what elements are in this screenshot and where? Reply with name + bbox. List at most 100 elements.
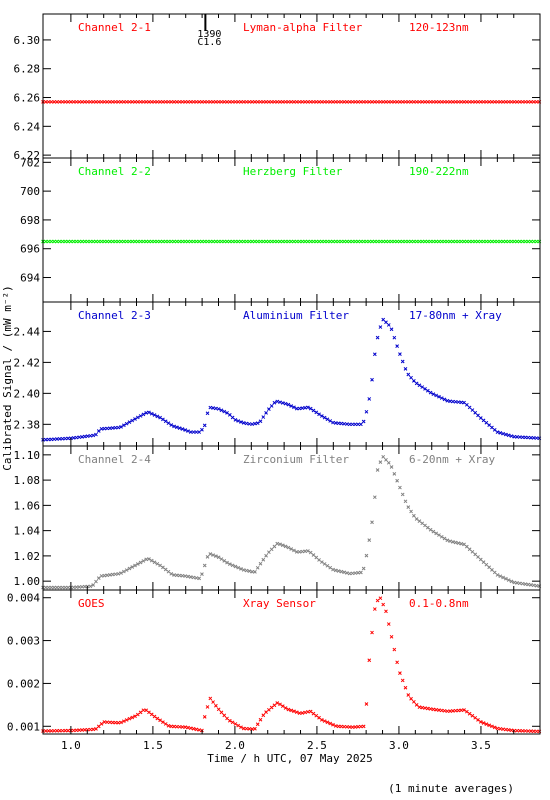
- data-point: [398, 99, 402, 104]
- data-point: [420, 705, 425, 710]
- data-point: [144, 239, 149, 244]
- data-point: [417, 99, 422, 104]
- data-point: [289, 239, 294, 244]
- data-point: [233, 239, 238, 244]
- data-point: [194, 430, 199, 434]
- data-point: [523, 582, 528, 586]
- data-point: [314, 239, 319, 244]
- data-point: [389, 465, 394, 469]
- data-point: [492, 570, 497, 575]
- data-point: [108, 239, 112, 244]
- panel-2-points: [41, 239, 542, 244]
- data-point: [520, 239, 525, 244]
- data-point: [214, 99, 218, 104]
- data-point: [448, 539, 452, 544]
- data-point: [147, 710, 151, 715]
- data-point: [331, 239, 335, 244]
- data-point: [428, 707, 433, 711]
- data-point: [152, 560, 157, 565]
- panel-label-filter: Lyman-alpha Filter: [243, 21, 363, 34]
- data-point: [255, 239, 260, 244]
- data-point: [174, 573, 179, 578]
- data-point: [353, 422, 358, 427]
- data-point: [495, 430, 500, 434]
- y-tick-label: 702: [20, 156, 40, 169]
- data-point: [311, 239, 316, 244]
- data-point: [478, 416, 483, 420]
- data-point: [314, 555, 319, 560]
- data-point: [345, 422, 349, 426]
- panel-frame: [42, 13, 541, 159]
- data-point: [222, 99, 227, 104]
- data-point: [347, 99, 352, 104]
- data-point: [169, 571, 174, 576]
- data-point: [286, 707, 291, 712]
- data-point: [517, 239, 522, 244]
- data-point: [43, 585, 48, 590]
- data-point: [211, 700, 215, 704]
- data-point: [322, 99, 327, 104]
- data-point: [378, 460, 383, 464]
- data-point: [403, 367, 408, 371]
- data-point: [149, 99, 154, 104]
- data-point: [119, 425, 123, 429]
- data-point: [233, 564, 238, 569]
- data-point: [328, 419, 333, 423]
- data-point: [286, 239, 291, 244]
- data-point: [191, 430, 196, 434]
- data-point: [345, 99, 349, 104]
- data-point: [147, 410, 151, 415]
- x-tick-label: 3.5: [471, 739, 491, 752]
- data-point: [297, 406, 302, 411]
- data-point: [91, 727, 96, 732]
- data-point: [174, 239, 179, 244]
- data-point: [158, 99, 162, 104]
- data-point: [239, 239, 243, 244]
- data-point: [122, 423, 126, 428]
- data-point: [253, 99, 257, 104]
- data-point: [423, 706, 427, 710]
- panel-5: 0.001 0.002 0.003 0.004 GOES Xray Sensor 0.1-0…: [7, 589, 542, 735]
- data-point: [286, 545, 291, 550]
- data-point: [225, 99, 229, 104]
- data-point: [258, 419, 263, 424]
- data-point: [236, 99, 241, 104]
- data-point: [124, 99, 129, 104]
- data-point: [347, 422, 352, 427]
- data-point: [490, 239, 494, 244]
- data-point: [470, 239, 475, 244]
- data-point: [378, 99, 383, 104]
- data-point: [345, 239, 349, 244]
- data-point: [453, 239, 458, 244]
- data-point: [208, 99, 213, 104]
- data-point: [88, 239, 93, 244]
- data-point: [77, 99, 82, 104]
- data-point: [174, 99, 179, 104]
- data-point: [398, 485, 402, 490]
- panel-2: 694 696 698 700 702 Channel 2-2 Herzberg Filte…: [20, 156, 542, 303]
- data-point: [267, 707, 271, 712]
- data-point: [361, 724, 366, 729]
- data-point: [308, 709, 313, 714]
- data-point: [509, 99, 514, 104]
- data-point: [211, 99, 215, 104]
- data-point: [347, 571, 352, 576]
- data-point: [105, 426, 109, 431]
- y-tick-label: 6.28: [14, 63, 41, 76]
- data-point: [526, 99, 531, 104]
- data-point: [409, 99, 413, 104]
- data-point: [506, 578, 511, 582]
- data-point: [448, 399, 452, 404]
- data-point: [456, 541, 461, 545]
- data-point: [372, 99, 377, 104]
- data-point: [400, 239, 405, 244]
- data-point: [130, 565, 135, 569]
- data-point: [308, 99, 313, 104]
- data-point: [155, 239, 160, 244]
- data-point: [278, 702, 282, 707]
- data-point: [406, 372, 411, 377]
- data-point: [431, 392, 436, 396]
- data-point: [412, 699, 416, 704]
- data-point: [476, 717, 480, 722]
- data-point: [464, 239, 469, 244]
